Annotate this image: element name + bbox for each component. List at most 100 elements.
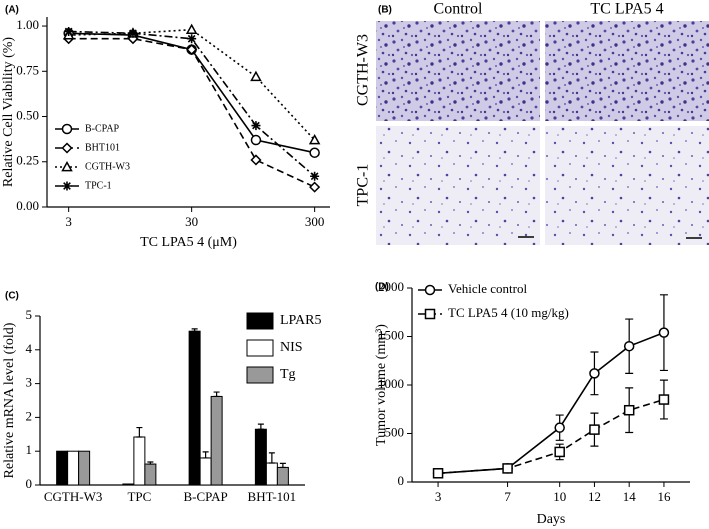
marker bbox=[308, 134, 321, 145]
marker bbox=[251, 121, 261, 131]
marker bbox=[658, 327, 670, 338]
y-tick-label: 1500 bbox=[378, 327, 404, 342]
legend-label: Vehicle control bbox=[448, 281, 527, 296]
x-tick-label: 14 bbox=[623, 489, 637, 504]
legend-marker bbox=[62, 181, 72, 191]
y-tick-label: 0.00 bbox=[16, 198, 39, 213]
y-tick-label: 0.25 bbox=[16, 153, 39, 168]
x-tick-label: 30 bbox=[185, 214, 198, 229]
marker bbox=[432, 468, 444, 479]
legend-swatch bbox=[246, 366, 274, 384]
x-tick-label: 12 bbox=[588, 489, 601, 504]
marker bbox=[554, 446, 565, 458]
y-tick-label: 0.75 bbox=[16, 62, 39, 77]
bar bbox=[78, 450, 91, 486]
x-axis-label: Days bbox=[537, 512, 566, 527]
bar bbox=[254, 428, 267, 486]
y-tick-label: 2 bbox=[26, 408, 33, 423]
series-line bbox=[438, 398, 665, 475]
marker bbox=[309, 147, 320, 158]
marker bbox=[309, 181, 321, 193]
legend-label: B-CPAP bbox=[85, 123, 120, 134]
series-line bbox=[68, 28, 316, 141]
x-tick-label: 3 bbox=[435, 489, 442, 504]
row-label: CGTH-W3 bbox=[355, 34, 372, 106]
legend-marker bbox=[61, 142, 73, 154]
marker bbox=[250, 134, 262, 146]
panel-label: (A) bbox=[5, 5, 19, 16]
legend-label: NIS bbox=[280, 340, 303, 355]
micrograph bbox=[376, 21, 540, 121]
legend-label: TC LPA5 4 (10 mg/kg) bbox=[448, 305, 569, 320]
y-tick-label: 3 bbox=[26, 375, 33, 390]
micrograph bbox=[545, 126, 709, 245]
bar bbox=[122, 483, 135, 486]
panel-label: (D) bbox=[375, 282, 389, 293]
panel-label: (C) bbox=[5, 291, 19, 302]
marker bbox=[554, 422, 565, 433]
y-tick-label: 5 bbox=[26, 307, 33, 322]
y-tick-label: 1 bbox=[26, 442, 33, 457]
legend-swatch bbox=[246, 339, 274, 357]
bar bbox=[199, 457, 212, 486]
error-bar bbox=[257, 423, 264, 430]
x-tick-label: BHT-101 bbox=[248, 489, 297, 504]
legend-label: Tg bbox=[280, 367, 296, 382]
marker bbox=[589, 368, 600, 379]
legend-label: CGTH-W3 bbox=[85, 161, 130, 172]
legend-marker bbox=[424, 308, 436, 320]
marker bbox=[187, 34, 197, 44]
legend-marker bbox=[61, 160, 73, 172]
bar bbox=[67, 450, 80, 486]
marker bbox=[128, 28, 138, 38]
marker bbox=[502, 463, 513, 474]
micrograph bbox=[376, 126, 540, 245]
error-bar bbox=[213, 391, 220, 398]
y-axis-label: Tumor volume (mm³) bbox=[374, 324, 389, 446]
y-axis-label: Relative Cell Viability (%) bbox=[1, 37, 16, 187]
x-tick-label: B-CPAP bbox=[183, 489, 227, 504]
legend-label: BHT101 bbox=[85, 142, 120, 153]
x-tick-label: 16 bbox=[657, 489, 671, 504]
x-axis-label: TC LPA5 4 (μM) bbox=[140, 235, 237, 250]
marker bbox=[186, 44, 198, 56]
y-axis-label: Relative mRNA level (fold) bbox=[2, 322, 17, 478]
x-tick-label: CGTH-W3 bbox=[44, 489, 103, 504]
marker bbox=[250, 70, 262, 82]
panel-label: (B) bbox=[378, 5, 392, 16]
marker bbox=[623, 404, 635, 416]
error-bar bbox=[191, 328, 198, 332]
legend-label: TPC-1 bbox=[85, 180, 112, 191]
error-bar bbox=[268, 452, 275, 464]
bar bbox=[276, 466, 289, 486]
error-bar bbox=[147, 461, 154, 465]
y-tick-label: 0 bbox=[398, 473, 405, 488]
bar bbox=[144, 463, 157, 486]
y-tick-label: 500 bbox=[385, 424, 405, 439]
y-tick-label: 1.00 bbox=[16, 17, 39, 32]
panel-b: (B) Control TC LPA5 4 CGTH-W3 TPC-1 bbox=[355, 1, 709, 245]
marker bbox=[310, 171, 320, 181]
column-label: Control bbox=[434, 1, 483, 18]
bar bbox=[133, 436, 146, 486]
x-tick-label: 300 bbox=[305, 214, 325, 229]
y-tick-label: 1000 bbox=[378, 376, 404, 391]
bar bbox=[210, 395, 223, 486]
series-line bbox=[438, 331, 665, 475]
y-tick-label: 0 bbox=[26, 476, 33, 491]
x-tick-label: 7 bbox=[504, 489, 511, 504]
marker bbox=[658, 394, 670, 405]
x-tick-label: 3 bbox=[65, 214, 72, 229]
marker bbox=[250, 154, 262, 166]
error-bar bbox=[136, 426, 143, 438]
y-tick-label: 4 bbox=[26, 341, 33, 356]
marker bbox=[64, 26, 74, 36]
x-tick-label: 10 bbox=[553, 489, 566, 504]
micrograph bbox=[545, 21, 709, 121]
marker bbox=[185, 23, 198, 35]
x-tick-label: TPC bbox=[127, 489, 151, 504]
y-tick-label: 2000 bbox=[378, 279, 404, 294]
marker bbox=[623, 340, 635, 352]
legend-marker bbox=[424, 284, 436, 296]
